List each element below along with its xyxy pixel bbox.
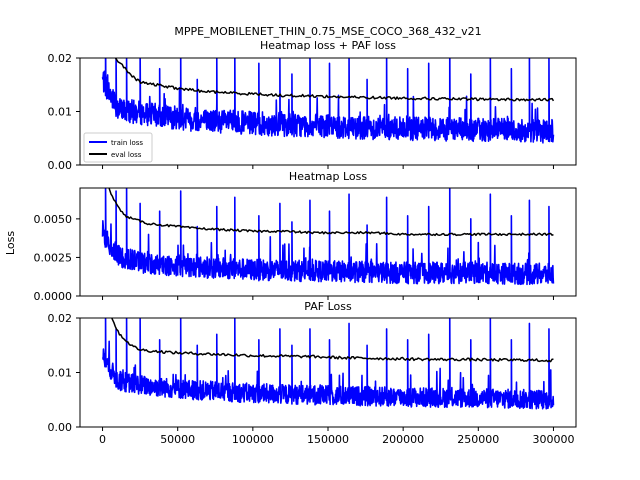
panel-paf-loss: 0.00 0.01 0.02 0 50000 100000 150000 200000 2500… [48, 312, 577, 446]
legend-label-eval: eval loss [111, 151, 142, 159]
y-tick-label: 0.0025 [34, 251, 73, 264]
shared-y-axis-label: Loss [4, 231, 17, 255]
panel-heatmap-loss: 0.0000 0.0025 0.0050 [34, 187, 577, 303]
plot-area [101, 58, 555, 144]
plot-area [101, 318, 555, 410]
legend-label-train: train loss [111, 139, 143, 147]
figure-suptitle-line2: Heatmap loss + PAF loss [260, 39, 396, 52]
series-line-eval-loss [114, 58, 555, 102]
x-tick-label: 250000 [457, 433, 499, 446]
series-line-eval [108, 188, 554, 237]
plot-area [101, 188, 555, 286]
x-tick-label: 150000 [307, 433, 349, 446]
series-line-train [101, 318, 555, 410]
series-line-train-loss [101, 58, 555, 144]
y-tick-label: 0.02 [48, 312, 73, 325]
series-line-train [101, 188, 555, 286]
x-tick-label: 300000 [532, 433, 574, 446]
y-tick-label: 0.00 [48, 421, 73, 434]
y-tick-label: 0.01 [48, 106, 73, 119]
panel-3-title: PAF Loss [304, 300, 352, 313]
panel-combined-loss: 0.00 0.01 0.02 [48, 52, 577, 172]
legend: train loss eval loss [83, 132, 153, 163]
y-tick-label: 0.01 [48, 367, 73, 380]
figure-suptitle-line1: MPPE_MOBILENET_THIN_0.75_MSE_COCO_368_43… [174, 25, 481, 38]
x-tick-label: 0 [99, 433, 106, 446]
y-tick-label: 0.0000 [34, 290, 73, 303]
series-line-eval [111, 318, 554, 363]
x-tick-label: 200000 [382, 433, 424, 446]
x-tick-label: 100000 [232, 433, 274, 446]
x-tick-label: 50000 [160, 433, 195, 446]
y-tick-label: 0.00 [48, 159, 73, 172]
y-tick-label: 0.02 [48, 52, 73, 65]
y-tick-label: 0.0050 [34, 213, 73, 226]
panel-2-title: Heatmap Loss [289, 170, 367, 183]
